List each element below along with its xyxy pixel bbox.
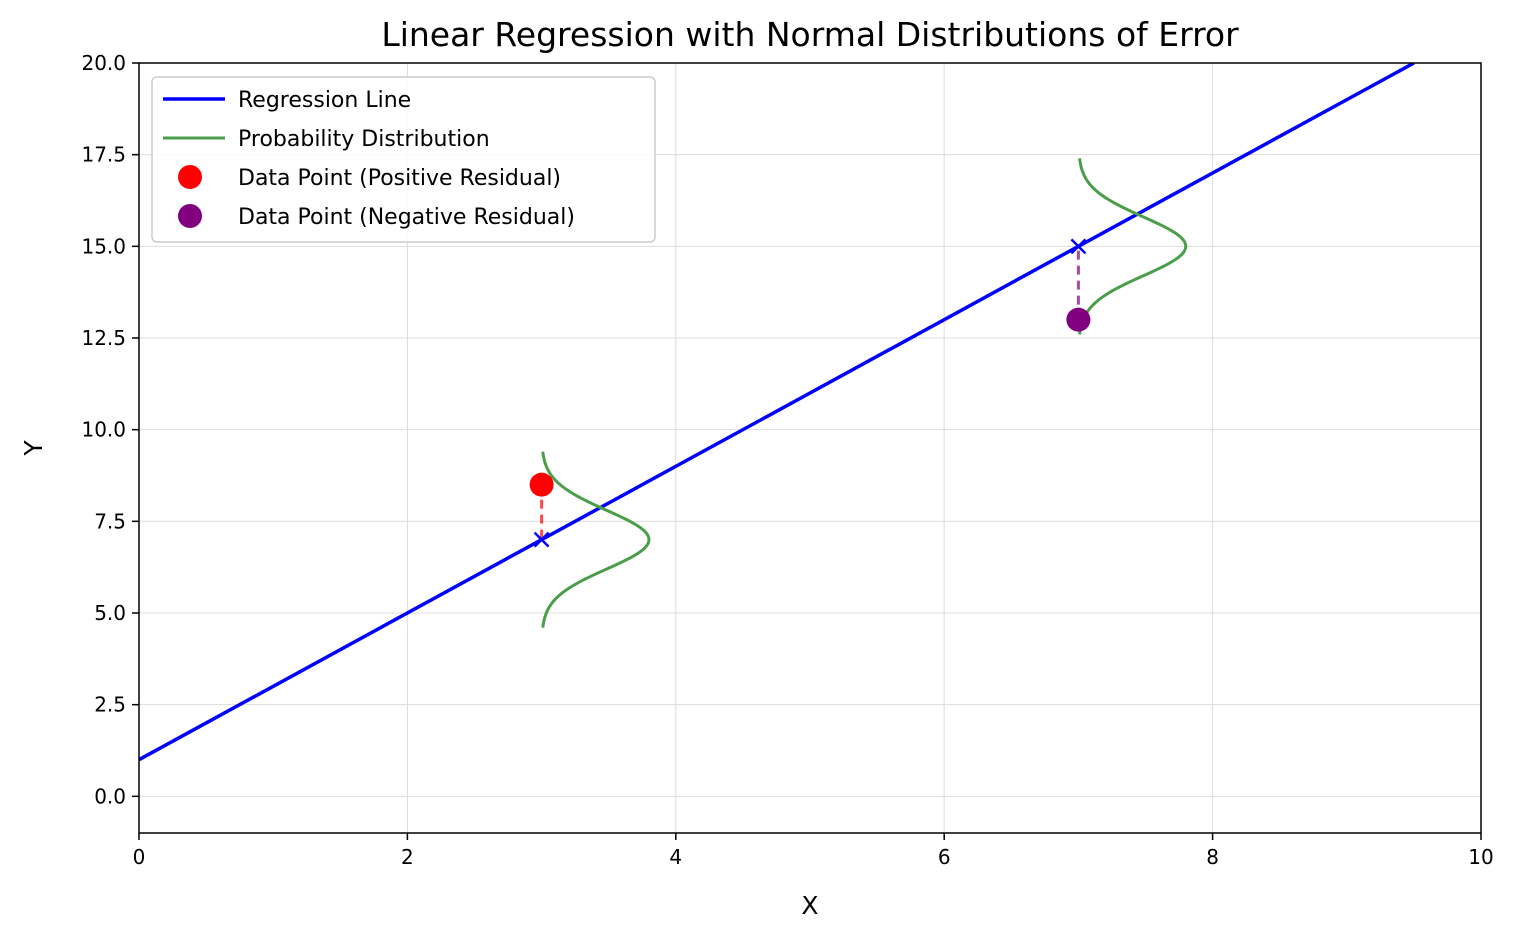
x-tick-label-0: 0	[133, 845, 146, 869]
data-point-1	[1066, 307, 1091, 332]
ticks: 0 2 4 6 8 10 0.0 2.5 5.0 7.5 10.0 12.5 15.0 17.5 20.0	[81, 51, 1493, 869]
y-tick-label-1: 2.5	[94, 693, 126, 717]
x-tick-label-3: 6	[938, 845, 951, 869]
legend-label-2: Data Point (Positive Residual)	[238, 166, 561, 191]
y-tick-label-3: 7.5	[94, 509, 126, 533]
legend-box	[151, 76, 656, 243]
x-axis-label: X	[801, 891, 818, 920]
legend: Regression Line Probability Distribution D…	[151, 76, 656, 243]
y-tick-label-6: 15.0	[81, 234, 126, 258]
y-tick-label-7: 17.5	[81, 143, 126, 167]
regression-line	[139, 63, 1415, 762]
y-tick-label-8: 20.0	[81, 51, 126, 75]
x-tick-label-2: 4	[669, 845, 682, 869]
chart-title: Linear Regression with Normal Distributi…	[381, 15, 1239, 54]
legend-swatch-2	[178, 165, 202, 189]
legend-label-3: Data Point (Negative Residual)	[238, 205, 575, 230]
y-tick-label-0: 0.0	[94, 784, 126, 808]
plot-area	[139, 63, 1415, 762]
distribution-curve-1	[1078, 158, 1188, 335]
legend-label-0: Regression Line	[238, 88, 411, 113]
y-tick-label-5: 12.5	[81, 326, 126, 350]
y-tick-label-2: 5.0	[94, 601, 126, 625]
x-tick-label-5: 10	[1468, 845, 1493, 869]
x-tick-label-1: 2	[401, 845, 414, 869]
axes-frame	[138, 62, 1482, 834]
predicted-marker-b-1	[1070, 238, 1087, 255]
y-axis-label: Y	[19, 440, 48, 457]
x-tick-label-4: 8	[1206, 845, 1219, 869]
distribution-curve-0	[541, 451, 651, 628]
predicted-marker-b-0	[533, 531, 550, 548]
plot-content	[139, 63, 1415, 762]
legend-swatch-3	[178, 204, 202, 228]
legend-label-1: Probability Distribution	[238, 127, 490, 152]
data-point-0	[529, 472, 554, 497]
y-tick-label-4: 10.0	[81, 418, 126, 442]
